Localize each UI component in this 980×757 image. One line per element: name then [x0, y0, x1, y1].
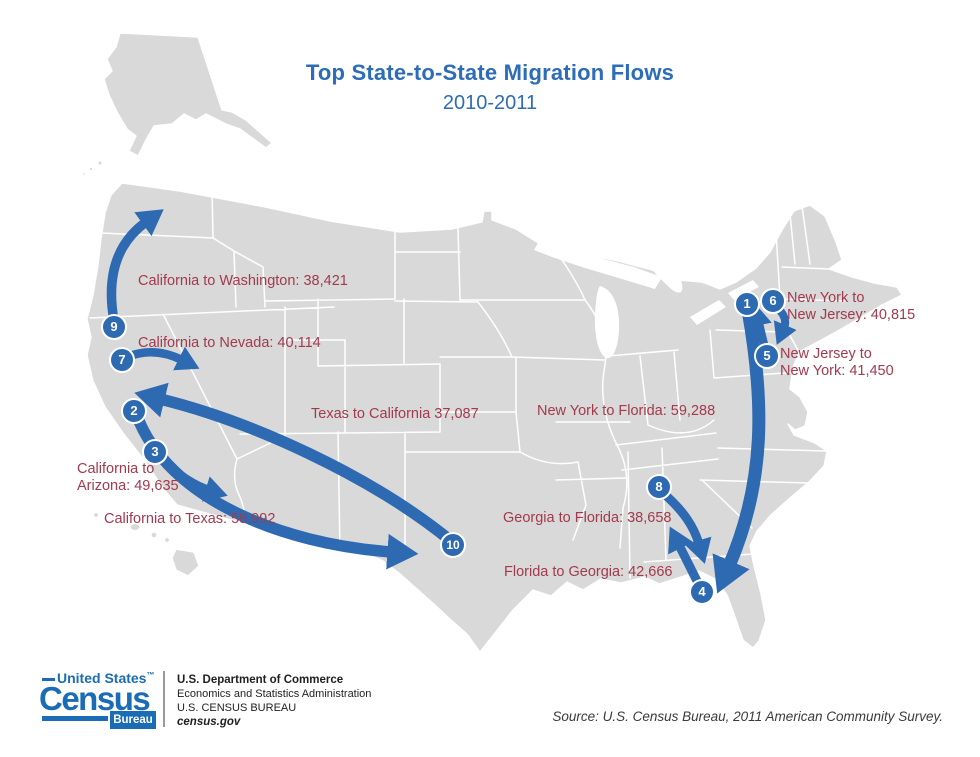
agency-line-census-gov: census.gov	[177, 716, 241, 728]
census-logo-wordmark: Census	[39, 680, 151, 717]
great-lakes	[534, 243, 759, 359]
trademark-symbol: ™	[146, 670, 155, 680]
flow-rank-badge-8: 8	[646, 474, 672, 500]
alaska-landmass	[81, 32, 273, 177]
flow-rank-badge-5: 5	[754, 343, 780, 369]
page-subtitle: 2010-2011	[442, 92, 538, 114]
agency-block: U.S. Department of Commerce Economics an…	[177, 674, 371, 728]
flow-rank-badge-7: 7	[109, 347, 135, 373]
census-logo-united-states-text: United States	[57, 670, 147, 686]
footer-divider	[163, 671, 165, 727]
census-logo-bureau-tag: Bureau	[110, 711, 156, 729]
hawaii-islands	[92, 511, 200, 577]
agency-line-commerce: U.S. Department of Commerce	[177, 674, 344, 686]
flow-label-ny-to-nj: New York to New Jersey: 40,815	[787, 290, 916, 324]
page-title: Top State-to-State Migration Flows	[305, 60, 675, 85]
agency-line-esa: Economics and Statistics Administration	[177, 688, 372, 700]
flow-arrow-1-ny-to-fl	[712, 308, 766, 594]
flow-rank-badge-10: 10	[440, 532, 466, 558]
flow-arrow-9-ca-to-wa	[106, 209, 164, 322]
flow-arrow-10-tx-to-ca	[134, 382, 455, 546]
census-logo-united-states: United States™	[57, 670, 154, 686]
title-block: Top State-to-State Migration Flows 2010-…	[0, 60, 980, 115]
flow-label-ny-to-fl: New York to Florida: 59,288	[537, 403, 716, 419]
flow-label-fl-to-ga: Florida to Georgia: 42,666	[504, 564, 673, 580]
flow-arrow-8-ga-to-fl	[659, 488, 712, 564]
flow-label-tx-to-ca: Texas to California 37,087	[311, 406, 479, 422]
source-citation: Source: U.S. Census Bureau, 2011 America…	[552, 709, 943, 724]
census-logo-underline-bar	[42, 716, 108, 721]
flow-rank-badge-2: 2	[121, 398, 147, 424]
flow-label-nj-to-ny: New Jersey to New York: 41,450	[780, 346, 894, 380]
flow-rank-badge-6: 6	[760, 288, 786, 314]
flow-rank-badge-3: 3	[142, 439, 168, 465]
flow-label-ca-to-az: California to Arizona: 49,635	[77, 461, 179, 495]
flow-rank-badge-9: 9	[101, 314, 127, 340]
flow-arrows	[106, 209, 797, 594]
agency-line-census-bureau: U.S. CENSUS BUREAU	[177, 702, 297, 714]
flow-label-ca-to-wa: California to Washington: 38,421	[138, 273, 348, 289]
flow-label-ca-to-tx: California to Texas: 58,992	[104, 511, 276, 527]
census-logo-flourish	[42, 678, 55, 681]
flow-label-ca-to-nv: California to Nevada: 40,114	[138, 335, 321, 351]
flow-rank-badge-4: 4	[689, 579, 715, 605]
flow-label-ga-to-fl: Georgia to Florida: 38,658	[503, 510, 672, 526]
flow-rank-badge-1: 1	[734, 291, 760, 317]
